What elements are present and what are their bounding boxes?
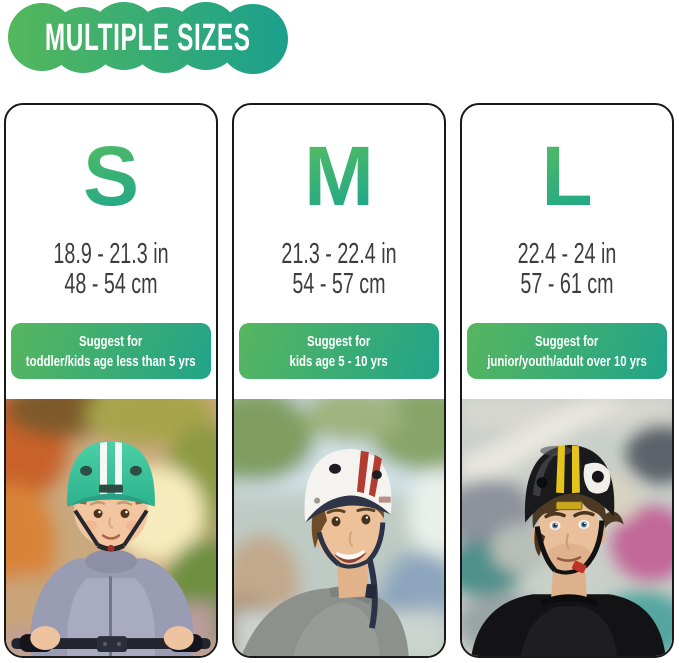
man-illustration bbox=[462, 399, 672, 656]
suggest-pill-l: Suggest for junior/youth/adult over 10 y… bbox=[467, 323, 667, 379]
size-letter-s: S bbox=[6, 134, 216, 218]
suggest-pill-m: Suggest for kids age 5 - 10 yrs bbox=[239, 323, 439, 379]
badge-title: MULTIPLE SIZES bbox=[6, 2, 290, 74]
size-range-m: 21.3 - 22.4 in 54 - 57 cm bbox=[234, 239, 444, 299]
multiple-sizes-badge: MULTIPLE SIZES bbox=[6, 2, 290, 74]
suggest-pill-s: Suggest for toddler/kids age less than 5… bbox=[11, 323, 211, 379]
size-card-s: S 18.9 - 21.3 in 48 - 54 cm Suggest for … bbox=[4, 103, 218, 658]
size-range-inches: 21.3 - 22.4 in bbox=[281, 238, 397, 270]
suggest-line2: junior/youth/adult over 10 yrs bbox=[487, 352, 647, 370]
suggest-line2: kids age 5 - 10 yrs bbox=[289, 352, 389, 370]
size-range-cm: 57 - 61 cm bbox=[520, 268, 614, 300]
suggest-line1: Suggest for bbox=[307, 332, 371, 350]
photo-boy-white-helmet bbox=[234, 399, 444, 656]
boy-illustration bbox=[234, 399, 444, 656]
size-range-inches: 22.4 - 24 in bbox=[517, 238, 617, 270]
size-range-l: 22.4 - 24 in 57 - 61 cm bbox=[462, 239, 672, 299]
suggest-line1: Suggest for bbox=[79, 332, 143, 350]
size-letter-l: L bbox=[462, 134, 672, 218]
size-range-cm: 54 - 57 cm bbox=[292, 268, 386, 300]
suggest-line2: toddler/kids age less than 5 yrs bbox=[26, 352, 196, 370]
photo-toddler-teal-helmet bbox=[6, 399, 216, 656]
size-card-l: L 22.4 - 24 in 57 - 61 cm Suggest for ju… bbox=[460, 103, 674, 658]
size-cards-row: S 18.9 - 21.3 in 48 - 54 cm Suggest for … bbox=[4, 103, 674, 658]
badge-cloud-shape bbox=[8, 2, 288, 74]
size-range-s: 18.9 - 21.3 in 48 - 54 cm bbox=[6, 239, 216, 299]
size-range-cm: 48 - 54 cm bbox=[64, 268, 158, 300]
size-range-inches: 18.9 - 21.3 in bbox=[53, 238, 169, 270]
suggest-line1: Suggest for bbox=[535, 332, 599, 350]
badge-title-text: MULTIPLE SIZES bbox=[45, 16, 251, 59]
toddler-illustration bbox=[6, 399, 216, 656]
size-letter-m: M bbox=[234, 134, 444, 218]
photo-man-black-helmet bbox=[462, 399, 672, 656]
size-card-m: M 21.3 - 22.4 in 54 - 57 cm Suggest for … bbox=[232, 103, 446, 658]
